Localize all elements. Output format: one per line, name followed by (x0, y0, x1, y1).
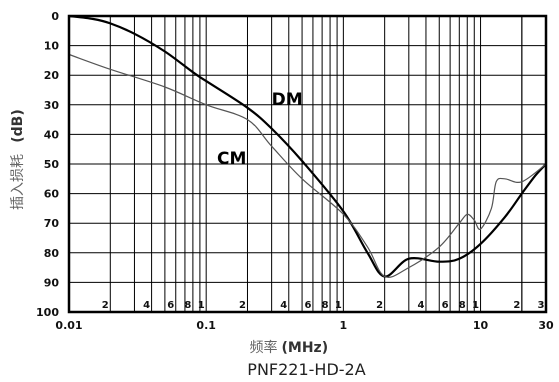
x-major-tick-label: 10 (473, 319, 489, 332)
x-minor-tick-label: 2 (102, 300, 109, 311)
y-tick-label: 60 (44, 188, 60, 201)
y-tick-label: 40 (44, 128, 60, 141)
series-line-cm (68, 53, 547, 278)
x-axis-label: 频率 (MHz) (250, 339, 329, 356)
x-minor-tick-label: 4 (417, 300, 424, 311)
chart-series (68, 14, 547, 278)
y-tick-label: 90 (44, 276, 60, 289)
x-major-tick-label: 0.01 (55, 319, 82, 332)
x-axis-label-cn: 频率 (250, 339, 278, 356)
chart-grid (69, 16, 546, 312)
y-tick-label: 30 (44, 99, 60, 112)
x-minor-tick-label: 6 (167, 300, 174, 311)
series-label-dm: DM (272, 90, 303, 110)
plot-frame (67, 14, 548, 314)
x-minor-tick-label: 1 (335, 300, 342, 311)
y-tick-label: 20 (44, 69, 60, 82)
y-tick-label: 0 (51, 10, 59, 23)
x-minor-tick-label: 8 (184, 300, 191, 311)
y-axis-label-unit: (dB) (10, 109, 26, 143)
x-minor-tick-label: 8 (459, 300, 466, 311)
x-minor-tick-label: 4 (280, 300, 287, 311)
y-tick-label: 100 (36, 306, 59, 319)
x-minor-tick-label: 2 (239, 300, 246, 311)
x-minor-tick-label: 6 (442, 300, 449, 311)
x-major-tick-label: 30 (538, 319, 554, 332)
series-line-dm (68, 14, 547, 278)
y-tick-label: 10 (44, 40, 60, 53)
y-axis-label-cn: 插入损耗 (10, 154, 26, 210)
x-minor-tick-label: 3 (538, 300, 545, 311)
x-major-tick-label: 0.1 (196, 319, 216, 332)
x-minor-tick-label: 1 (198, 300, 205, 311)
y-tick-label: 50 (44, 158, 60, 171)
y-tick-label: 70 (44, 217, 60, 230)
x-minor-tick-label: 6 (304, 300, 311, 311)
x-major-tick-label: 1 (340, 319, 348, 332)
x-axis-label-unit: (MHz) (282, 340, 329, 356)
y-tick-label: 80 (44, 247, 60, 260)
series-label-cm: CM (217, 149, 246, 169)
x-minor-tick-label: 8 (322, 300, 329, 311)
chart-title: PNF221-HD-2A (247, 360, 365, 379)
x-minor-tick-label: 2 (513, 300, 520, 311)
x-minor-tick-label: 1 (472, 300, 479, 311)
x-minor-tick-label: 2 (376, 300, 383, 311)
y-axis-label: 插入损耗 (dB) (10, 109, 26, 210)
x-minor-tick-label: 4 (143, 300, 150, 311)
chart-annotations: DM CM (217, 90, 303, 169)
